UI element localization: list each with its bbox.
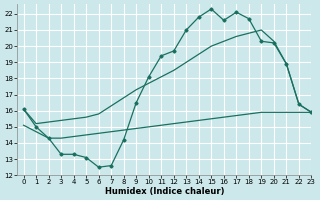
X-axis label: Humidex (Indice chaleur): Humidex (Indice chaleur)	[105, 187, 224, 196]
